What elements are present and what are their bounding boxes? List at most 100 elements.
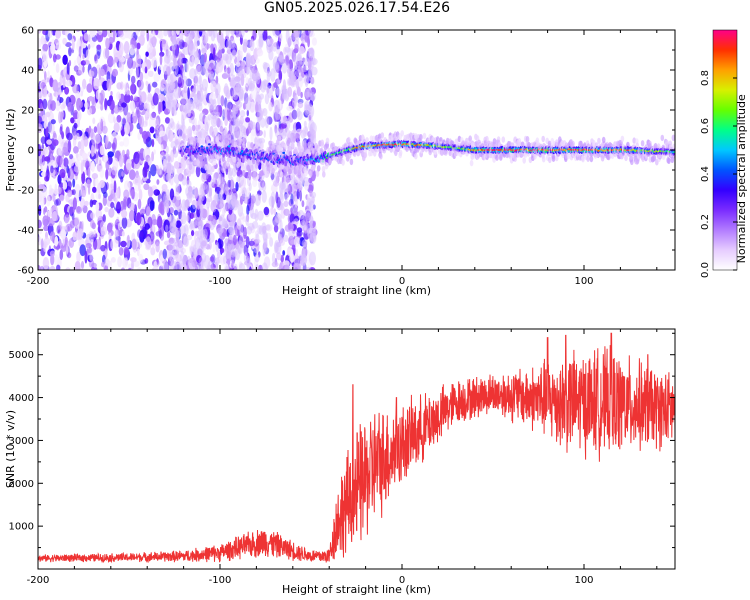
noise-cell xyxy=(126,149,130,157)
noise-cell xyxy=(49,266,56,270)
ridge-halo-cell xyxy=(201,139,206,146)
noise-cell xyxy=(257,30,264,39)
noise-cell xyxy=(87,166,91,179)
figure-title: GN05.2025.026.17.54.E26 xyxy=(263,0,451,16)
noise-cell xyxy=(209,232,215,243)
noise-cell xyxy=(209,256,215,263)
noise-cell xyxy=(200,30,206,33)
noise-cell xyxy=(126,162,132,173)
noise-cell xyxy=(266,70,272,77)
noise-cell xyxy=(187,211,191,223)
ridge-halo-cell xyxy=(182,133,186,141)
noise-cell xyxy=(224,237,228,248)
noise-cell xyxy=(73,122,78,129)
noise-cell xyxy=(214,82,221,96)
noise-cell xyxy=(255,233,260,244)
noise-cell xyxy=(155,241,160,253)
ridge-halo-cell xyxy=(243,137,247,145)
noise-cell xyxy=(82,30,87,33)
noise-cell xyxy=(153,149,156,155)
noise-cell xyxy=(206,183,213,197)
noise-cell xyxy=(52,139,59,147)
noise-cell xyxy=(193,187,199,198)
noise-cell xyxy=(56,270,62,277)
noise-cell xyxy=(80,60,86,66)
noise-cell xyxy=(257,224,262,235)
noise-cell xyxy=(79,244,86,257)
noise-cell xyxy=(164,152,169,160)
noise-cell xyxy=(120,267,126,270)
noise-cell xyxy=(153,189,160,196)
noise-cell xyxy=(214,111,219,122)
noise-cell xyxy=(56,225,61,234)
noise-cell xyxy=(254,254,260,263)
noise-cell xyxy=(203,52,207,63)
ridge-halo-cell xyxy=(295,176,299,184)
noise-cell xyxy=(194,30,198,31)
noise-cell xyxy=(186,214,190,222)
noise-cell xyxy=(175,139,179,149)
noise-cell xyxy=(256,110,262,123)
noise-cell xyxy=(150,247,156,256)
noise-cell xyxy=(144,66,148,74)
noise-cell xyxy=(135,30,139,36)
noise-cell xyxy=(203,61,208,75)
noise-cell xyxy=(187,87,190,100)
noise-cell xyxy=(199,235,203,245)
noise-cell xyxy=(43,225,49,232)
ridge-halo-cell xyxy=(341,159,345,166)
noise-cell xyxy=(93,230,97,238)
noise-cell xyxy=(118,247,124,256)
ridge-halo-cell xyxy=(471,152,476,160)
noise-cell xyxy=(49,231,55,242)
noise-cell xyxy=(200,219,204,233)
noise-cell xyxy=(91,145,95,157)
noise-cell xyxy=(125,30,129,31)
noise-cell xyxy=(273,99,280,112)
noise-cell xyxy=(147,157,152,166)
noise-cell xyxy=(180,211,187,225)
noise-cell xyxy=(81,220,84,232)
noise-cell xyxy=(210,178,215,187)
noise-cell xyxy=(175,262,182,270)
noise-cell xyxy=(287,222,292,231)
noise-cell xyxy=(59,249,64,261)
noise-cell xyxy=(73,65,79,72)
noise-cell xyxy=(260,117,266,128)
noise-cell xyxy=(274,240,280,253)
noise-cell xyxy=(222,109,228,117)
noise-cell xyxy=(132,115,138,124)
noise-cell xyxy=(252,179,258,188)
noise-cell xyxy=(229,62,234,77)
noise-cell xyxy=(239,50,243,60)
noise-cell xyxy=(177,205,181,213)
noise-cell xyxy=(202,234,208,247)
ridge-halo-cell xyxy=(495,154,499,161)
noise-cell xyxy=(237,204,244,217)
noise-cell xyxy=(152,93,159,106)
noise-cell xyxy=(123,137,130,147)
noise-cell xyxy=(98,193,101,200)
noise-cell xyxy=(263,30,268,40)
noise-cell xyxy=(134,97,141,108)
noise-cell xyxy=(175,183,181,195)
noise-cell xyxy=(250,131,255,143)
noise-cell xyxy=(99,145,105,156)
noise-cell xyxy=(106,222,113,233)
noise-cell xyxy=(125,53,130,60)
noise-cell xyxy=(160,203,163,214)
ridge-halo-cell xyxy=(227,137,232,144)
noise-cell xyxy=(223,255,227,265)
noise-cell xyxy=(123,198,127,211)
noise-cell xyxy=(122,196,128,207)
noise-cell xyxy=(170,260,174,270)
noise-cell xyxy=(290,248,294,259)
noise-cell xyxy=(309,251,316,266)
noise-cell xyxy=(258,100,262,111)
ridge-halo-cell xyxy=(271,143,276,151)
noise-cell xyxy=(205,71,212,78)
noise-cell xyxy=(104,98,108,111)
noise-cell xyxy=(286,105,293,111)
noise-cell xyxy=(279,182,286,190)
noise-cell xyxy=(92,117,96,125)
